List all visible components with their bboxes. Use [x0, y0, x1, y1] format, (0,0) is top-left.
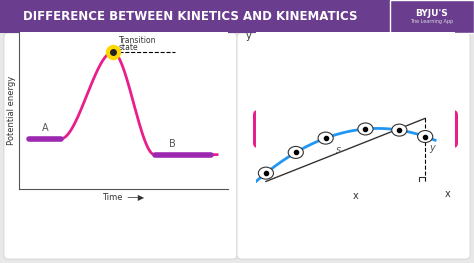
Text: KINETICS: KINETICS — [82, 122, 154, 136]
Text: A: A — [42, 123, 48, 133]
Circle shape — [318, 132, 333, 144]
FancyBboxPatch shape — [390, 0, 474, 33]
Circle shape — [418, 130, 433, 143]
X-axis label: x: x — [353, 191, 358, 201]
FancyBboxPatch shape — [253, 110, 458, 148]
Text: s: s — [336, 145, 341, 155]
Text: KINEMATICS: KINEMATICS — [308, 122, 404, 136]
Text: IT IS THE STUDY OF FORCES THAT ARE ACTING
ON AN OBJECT UNDER A PARTICULAR
MECHAN: IT IS THE STUDY OF FORCES THAT ARE ACTIN… — [31, 158, 205, 178]
Text: x: x — [445, 189, 451, 199]
FancyBboxPatch shape — [237, 33, 470, 259]
Text: THE BRANCH OF MECHANICS CONCERNED
WITH THE MOTION OF OBJECTS WITHOUT
REFERENCE T: THE BRANCH OF MECHANICS CONCERNED WITH T… — [276, 161, 436, 189]
Text: B: B — [169, 139, 176, 149]
X-axis label: Time  ──▶: Time ──▶ — [102, 192, 145, 201]
Text: y: y — [429, 144, 435, 154]
Circle shape — [358, 123, 373, 135]
Circle shape — [258, 167, 273, 179]
Y-axis label: Potential energy: Potential energy — [7, 76, 16, 145]
Text: The Learning App: The Learning App — [410, 19, 454, 24]
Text: y: y — [246, 32, 252, 42]
Circle shape — [288, 146, 303, 158]
Text: DIFFERENCE BETWEEN KINETICS AND KINEMATICS: DIFFERENCE BETWEEN KINETICS AND KINEMATI… — [23, 11, 357, 23]
FancyBboxPatch shape — [0, 0, 474, 33]
Text: Transition: Transition — [119, 36, 156, 45]
Text: state: state — [119, 43, 139, 52]
Text: BYJU'S: BYJU'S — [416, 9, 448, 18]
Circle shape — [392, 124, 407, 136]
FancyBboxPatch shape — [4, 33, 237, 259]
FancyBboxPatch shape — [25, 110, 210, 148]
